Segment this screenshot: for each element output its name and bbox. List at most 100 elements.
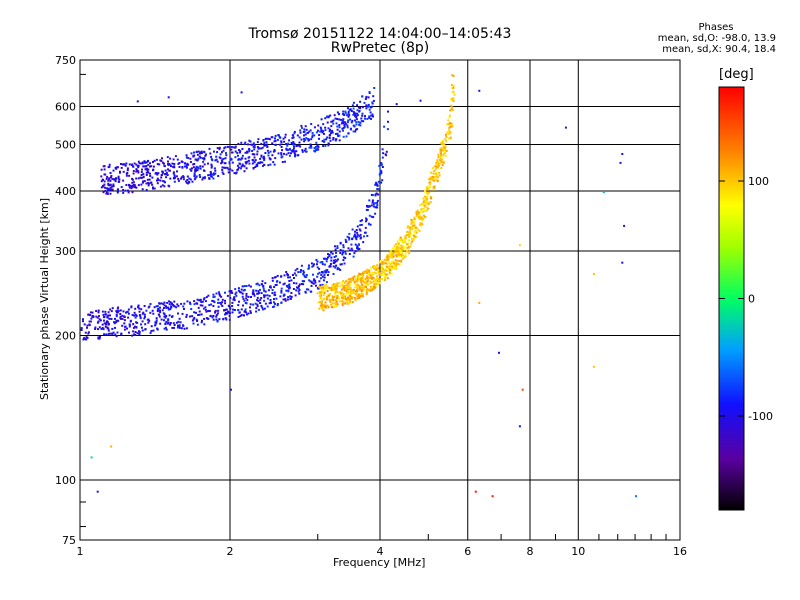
echo-point bbox=[167, 164, 170, 167]
echo-point bbox=[322, 294, 325, 297]
echo-point bbox=[348, 236, 351, 239]
echo-point bbox=[311, 265, 314, 268]
echo-point bbox=[317, 287, 320, 290]
echo-point bbox=[273, 291, 276, 294]
echo-point bbox=[251, 291, 254, 294]
echo-point bbox=[135, 326, 138, 328]
echo-point bbox=[136, 321, 139, 324]
echo-point bbox=[290, 295, 293, 298]
echo-point bbox=[346, 283, 349, 286]
echo-point bbox=[110, 176, 112, 179]
echo-point bbox=[397, 250, 400, 253]
echo-point bbox=[411, 228, 414, 231]
echo-point bbox=[162, 312, 165, 315]
echo-point bbox=[178, 166, 181, 168]
echo-point bbox=[89, 311, 92, 314]
echo-point bbox=[231, 169, 234, 172]
echo-point bbox=[103, 322, 106, 325]
echo-point bbox=[172, 171, 175, 174]
echo-point bbox=[330, 289, 333, 291]
echo-point bbox=[328, 253, 331, 256]
echo-point bbox=[143, 305, 146, 307]
echo-point bbox=[101, 327, 104, 329]
echo-point bbox=[294, 269, 297, 272]
echo-point bbox=[325, 260, 328, 263]
echo-point bbox=[342, 110, 345, 113]
echo-point bbox=[267, 289, 270, 292]
echo-point bbox=[190, 308, 193, 310]
echo-point bbox=[117, 177, 120, 180]
echo-point bbox=[169, 322, 172, 324]
echo-point bbox=[135, 314, 138, 317]
echo-point bbox=[350, 243, 353, 246]
echo-point bbox=[413, 234, 416, 237]
echo-point bbox=[191, 319, 194, 322]
echo-point bbox=[427, 187, 430, 190]
echo-point bbox=[169, 177, 172, 180]
echo-point bbox=[303, 280, 305, 283]
echo-point bbox=[106, 320, 108, 323]
echo-point bbox=[210, 163, 213, 166]
echo-point bbox=[189, 303, 192, 306]
x-tick-label: 6 bbox=[464, 545, 471, 558]
echo-point bbox=[379, 272, 382, 275]
echo-point bbox=[344, 121, 347, 124]
echo-point bbox=[149, 311, 152, 314]
echo-point bbox=[225, 152, 227, 155]
echo-point bbox=[379, 260, 382, 262]
echo-point bbox=[185, 166, 188, 169]
echo-point bbox=[356, 225, 359, 228]
echo-point bbox=[370, 289, 373, 292]
echo-point bbox=[235, 294, 238, 297]
echo-point bbox=[413, 216, 416, 219]
echo-point bbox=[255, 310, 258, 313]
echo-point bbox=[127, 316, 130, 319]
echo-point bbox=[284, 133, 287, 136]
echo-point bbox=[232, 146, 235, 149]
chart-title-line1: Tromsø 20151122 14:04:00–14:05:43 bbox=[248, 26, 512, 42]
echo-point bbox=[341, 119, 344, 122]
echo-point bbox=[328, 293, 331, 296]
echo-point bbox=[281, 155, 284, 158]
echo-point bbox=[107, 311, 110, 314]
echo-point bbox=[353, 125, 356, 128]
echo-point bbox=[369, 289, 372, 292]
echo-point bbox=[374, 212, 377, 215]
echo-point bbox=[344, 297, 347, 300]
echo-point bbox=[452, 100, 455, 102]
echo-point bbox=[321, 283, 324, 286]
echo-point bbox=[268, 138, 271, 141]
echo-point bbox=[128, 331, 130, 334]
echo-point bbox=[359, 237, 362, 240]
echo-point bbox=[354, 236, 357, 239]
echo-point bbox=[273, 298, 275, 301]
echo-point bbox=[143, 317, 146, 320]
echo-point bbox=[149, 332, 152, 334]
echo-point bbox=[414, 231, 416, 234]
echo-point bbox=[224, 146, 227, 149]
echo-point bbox=[216, 151, 219, 154]
echo-point bbox=[369, 111, 372, 114]
echo-point bbox=[326, 286, 329, 289]
echo-point bbox=[352, 107, 355, 110]
echo-point bbox=[373, 285, 376, 288]
echo-point bbox=[341, 120, 344, 123]
echo-point bbox=[330, 120, 333, 123]
echo-point bbox=[230, 290, 233, 292]
echo-point bbox=[323, 132, 325, 135]
echo-point bbox=[241, 295, 244, 298]
echo-point bbox=[251, 293, 254, 296]
echo-point bbox=[189, 157, 192, 160]
echo-point bbox=[409, 245, 412, 248]
echo-point bbox=[136, 100, 139, 103]
echo-point bbox=[344, 257, 347, 259]
echo-point bbox=[365, 218, 368, 221]
echo-point bbox=[171, 326, 174, 329]
echo-point bbox=[307, 288, 310, 291]
echo-point bbox=[429, 181, 432, 184]
echo-point bbox=[354, 115, 357, 118]
echo-point bbox=[261, 283, 263, 286]
echo-point bbox=[106, 175, 109, 178]
echo-point bbox=[282, 137, 285, 140]
echo-point bbox=[415, 213, 418, 216]
